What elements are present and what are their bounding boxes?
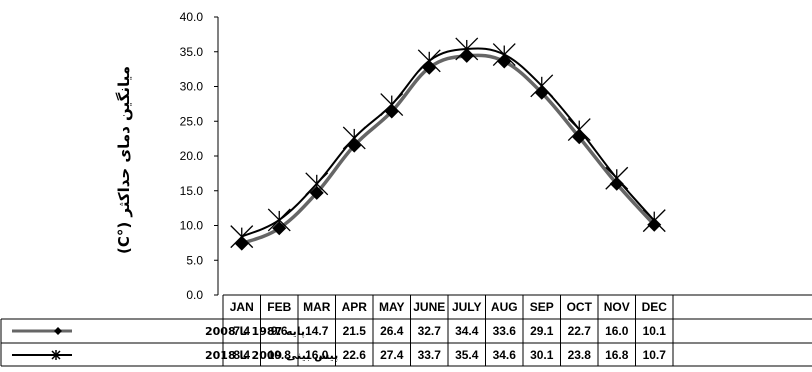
month-label: MAR xyxy=(303,300,331,314)
month-label: DEC xyxy=(642,300,668,314)
table-cell-value: 22.6 xyxy=(343,348,367,362)
table-cell-value: 10.8 xyxy=(268,348,292,362)
table-cell-value: 23.8 xyxy=(568,348,592,362)
month-label: APR xyxy=(342,300,368,314)
table-cell-value: 26.4 xyxy=(380,324,404,338)
table-cell-value: 9.6 xyxy=(271,324,288,338)
month-label: JULY xyxy=(452,300,482,314)
y-tick-label: 25.0 xyxy=(180,114,204,128)
month-label: FEB xyxy=(267,300,291,314)
legend-series-name: پایه 1987 تا 2008 xyxy=(205,325,305,338)
month-label: OCT xyxy=(567,300,593,314)
legend-diamond-marker xyxy=(54,327,62,335)
table-cell-value: 33.6 xyxy=(493,324,517,338)
forecast-point-marker xyxy=(605,166,629,190)
forecast-point-marker xyxy=(305,172,329,196)
forecast-point-marker xyxy=(567,118,591,142)
table-cell-value: 34.4 xyxy=(455,324,479,338)
legend-star-marker xyxy=(51,350,61,360)
y-axis-label: میانگین دمای حداکثر (°C) xyxy=(115,66,133,254)
table-cell-value: 10.1 xyxy=(643,324,667,338)
forecast-point-marker xyxy=(417,49,441,73)
y-tick-label: 40.0 xyxy=(180,10,204,24)
table-cell-value: 35.4 xyxy=(455,348,479,362)
table-cell-value: 21.5 xyxy=(343,324,367,338)
forecast-point-marker xyxy=(492,43,516,66)
forecast-point-marker xyxy=(455,37,479,61)
month-label: NOV xyxy=(604,300,630,314)
table-cell-value: 16.0 xyxy=(605,324,629,338)
y-tick-label: 5.0 xyxy=(186,253,203,267)
y-tick-label: 0.0 xyxy=(186,288,203,302)
table-cell-value: 33.7 xyxy=(418,348,442,362)
forecast-point-marker xyxy=(530,74,554,98)
month-label: JUNE xyxy=(413,300,445,314)
table-cell-value: 7.4 xyxy=(233,324,250,338)
y-tick-label: 20.0 xyxy=(180,149,204,163)
table-cell-value: 30.1 xyxy=(530,348,554,362)
month-label: MAY xyxy=(379,300,405,314)
month-label: SEP xyxy=(530,300,554,314)
table-cell-value: 16.0 xyxy=(305,348,329,362)
month-label: AUG xyxy=(491,300,518,314)
table-cell-value: 14.7 xyxy=(305,324,329,338)
forecast-point-marker xyxy=(380,93,404,117)
baseline-series-line xyxy=(241,53,656,246)
legend-series-name: پیش بینی 2009 تا 2018 xyxy=(205,349,338,362)
forecast-point-marker xyxy=(230,225,254,249)
table-cell-value: 27.4 xyxy=(380,348,404,362)
y-tick-label: 10.0 xyxy=(180,219,204,233)
table-cell-value: 22.7 xyxy=(568,324,592,338)
table-cell-value: 32.7 xyxy=(418,324,442,338)
table-cell-value: 29.1 xyxy=(530,324,554,338)
month-label: JAN xyxy=(230,300,254,314)
y-tick-label: 35.0 xyxy=(180,45,204,59)
baseline-point-marker xyxy=(309,185,324,200)
forecast-point-marker xyxy=(642,209,666,233)
y-tick-label: 30.0 xyxy=(180,80,204,94)
forecast-point-marker xyxy=(342,126,366,150)
forecast-point-marker xyxy=(267,208,291,232)
table-cell-value: 34.6 xyxy=(493,348,517,362)
table-cell-value: 8.4 xyxy=(233,348,250,362)
table-cell-value: 16.8 xyxy=(605,348,629,362)
y-tick-label: 15.0 xyxy=(180,184,204,198)
table-cell-value: 10.7 xyxy=(643,348,667,362)
